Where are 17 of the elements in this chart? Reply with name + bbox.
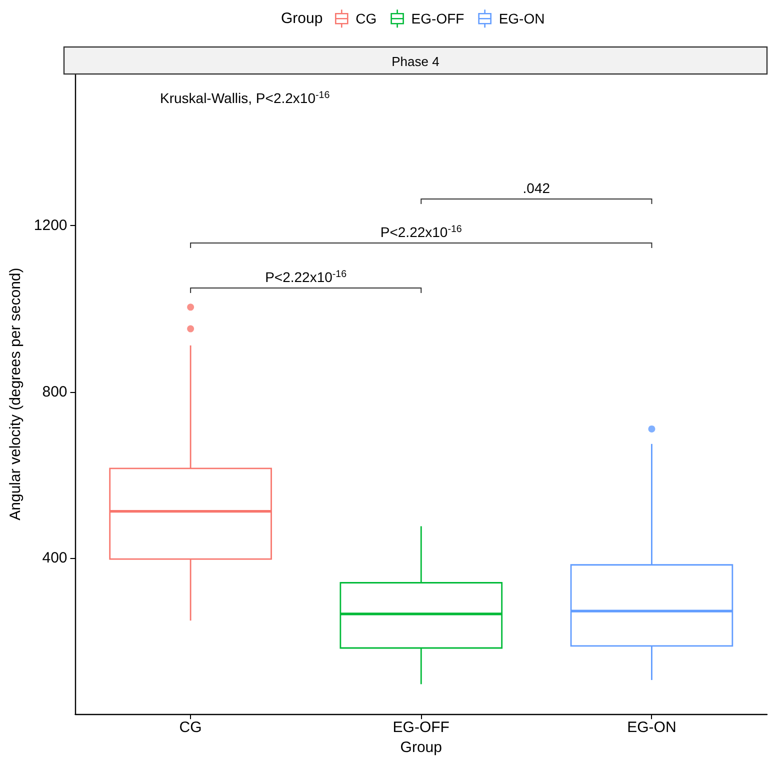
x-tick-label: EG-ON <box>627 719 676 736</box>
annotation: P<2.22x10$^{-16}$ <box>380 224 462 240</box>
legend-title: Group <box>281 10 323 27</box>
annotation: Kruskal-Wallis, P<2.2x10$^{-16}$ <box>160 90 330 106</box>
chart-title: Phase 4 <box>392 54 440 69</box>
y-tick-label: 800 <box>42 383 68 400</box>
legend-label: EG-OFF <box>411 10 464 27</box>
y-axis-title: Angular velocity (degrees per second) <box>7 268 24 520</box>
legend-label: CG <box>356 10 377 27</box>
legend-label: EG-ON <box>498 10 545 27</box>
x-tick-label: EG-OFF <box>392 719 450 736</box>
annotation: P<2.22x10$^{-16}$ <box>265 268 348 285</box>
x-tick-label: CG <box>179 719 202 736</box>
y-tick-label: 400 <box>42 550 68 567</box>
x-axis-title: Group <box>400 739 442 756</box>
annotation: .042 <box>522 180 550 196</box>
y-tick-label: 1200 <box>34 217 68 234</box>
